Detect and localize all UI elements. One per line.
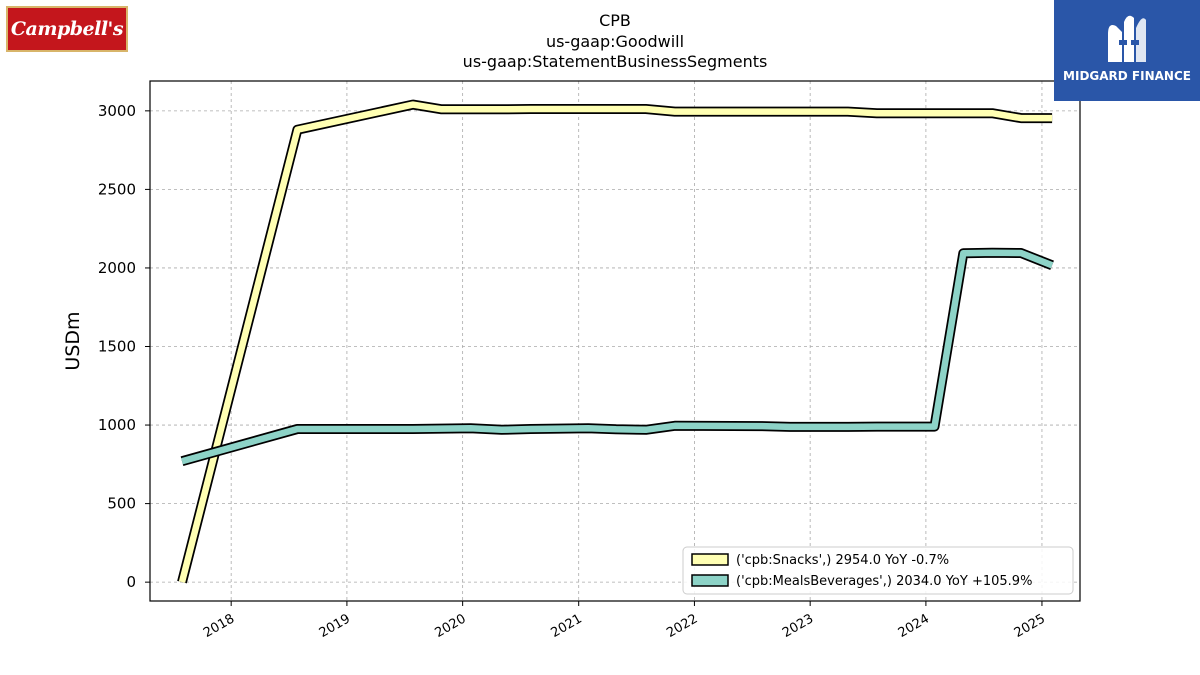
x-tick-label: 2020 — [432, 611, 468, 641]
legend-box — [682, 546, 1074, 595]
y-axis-label: USDm — [62, 311, 84, 370]
series-line-1 — [181, 249, 1054, 465]
campbells-logo: Campbell's — [6, 6, 128, 52]
x-tick-label: 2022 — [664, 611, 700, 641]
plot-frame — [149, 80, 1081, 602]
legend-swatch-1 — [691, 574, 729, 587]
y-tick-label: 2000 — [98, 259, 136, 277]
x-tick-label: 2018 — [201, 611, 237, 641]
legend-label-0: ('cpb:Snacks',) 2954.0 YoY -0.7% — [736, 553, 949, 568]
legend-swatch-0 — [691, 553, 729, 566]
x-tick-label: 2023 — [780, 611, 816, 641]
x-tick-label: 2024 — [896, 611, 932, 641]
y-tick-label: 2500 — [98, 180, 136, 198]
chart-title-line-1: CPB — [599, 11, 631, 30]
series-line-0 — [178, 101, 1053, 583]
series-layer — [177, 99, 1054, 584]
midgard-finance-logo: MIDGARD FINANCE — [1054, 0, 1200, 101]
midgard-logo-text: MIDGARD FINANCE — [1063, 69, 1191, 83]
y-tick-label: 0 — [126, 573, 136, 591]
midgard-logo-icon — [1108, 15, 1146, 62]
x-tick-label: 2025 — [1012, 611, 1048, 641]
legend-label-1: ('cpb:MealsBeverages',) 2034.0 YoY +105.… — [736, 574, 1032, 589]
y-tick-label: 3000 — [98, 102, 136, 120]
y-tick-label: 1000 — [98, 416, 136, 434]
chart-title-line-2: us-gaap:Goodwill — [545, 32, 685, 51]
series-line-outline-0 — [177, 99, 1053, 584]
x-tick-label: 2021 — [549, 611, 585, 641]
legend: ('cpb:Snacks',) 2954.0 YoY -0.7% ('cpb:Me… — [682, 546, 1074, 595]
x-tick-label: 2019 — [317, 611, 353, 641]
chart-title-line-3: us-gaap:StatementBusinessSegments — [462, 52, 768, 71]
y-tick-label: 500 — [107, 495, 136, 513]
y-tick-label: 1500 — [98, 337, 136, 355]
campbells-logo-text: Campbell's — [10, 18, 124, 40]
